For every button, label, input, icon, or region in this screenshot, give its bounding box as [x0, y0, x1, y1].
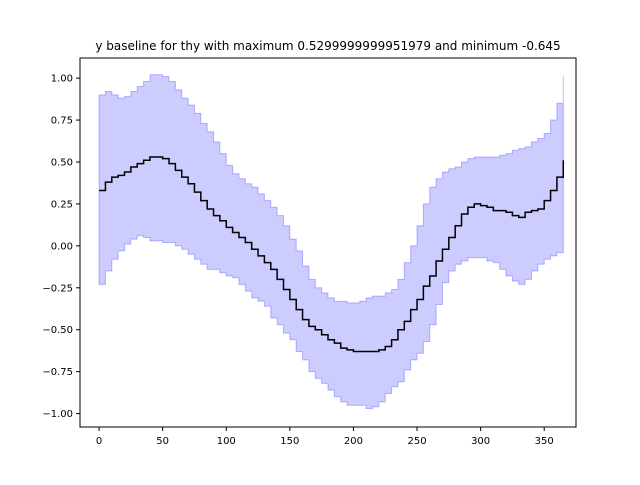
axes-frame [79, 57, 577, 428]
x-tick-label: 200 [344, 436, 363, 447]
x-tick-label: 0 [96, 436, 102, 447]
y-axis: −1.00 −0.75 −0.50 −0.25 0.00 0.25 0.50 0.75 1.00 [42, 74, 80, 420]
x-tick-label: 100 [217, 436, 236, 447]
y-tick-label: −1.00 [42, 409, 73, 420]
band-layer [98, 74, 564, 410]
x-tick-label: 50 [156, 436, 169, 447]
chart-title: y baseline for thy with maximum 0.529999… [95, 39, 560, 53]
baseline-line [99, 156, 565, 353]
x-tick-label: 250 [407, 436, 426, 447]
y-tick-label: 0.50 [51, 157, 73, 168]
x-axis: 0 50 100 150 200 250 300 350 [96, 427, 554, 447]
confidence-band [98, 74, 564, 410]
x-tick-label: 350 [535, 436, 554, 447]
x-tick-label: 300 [471, 436, 490, 447]
line-layer [99, 156, 565, 353]
x-tick-label: 150 [280, 436, 299, 447]
y-tick-label: −0.25 [42, 283, 73, 294]
y-tick-label: 1.00 [51, 74, 73, 85]
y-tick-label: −0.75 [42, 367, 73, 378]
y-tick-label: −0.50 [42, 325, 73, 336]
y-tick-label: 0.75 [51, 116, 73, 127]
y-tick-label: 0.00 [51, 241, 73, 252]
y-tick-label: 0.25 [51, 199, 73, 210]
